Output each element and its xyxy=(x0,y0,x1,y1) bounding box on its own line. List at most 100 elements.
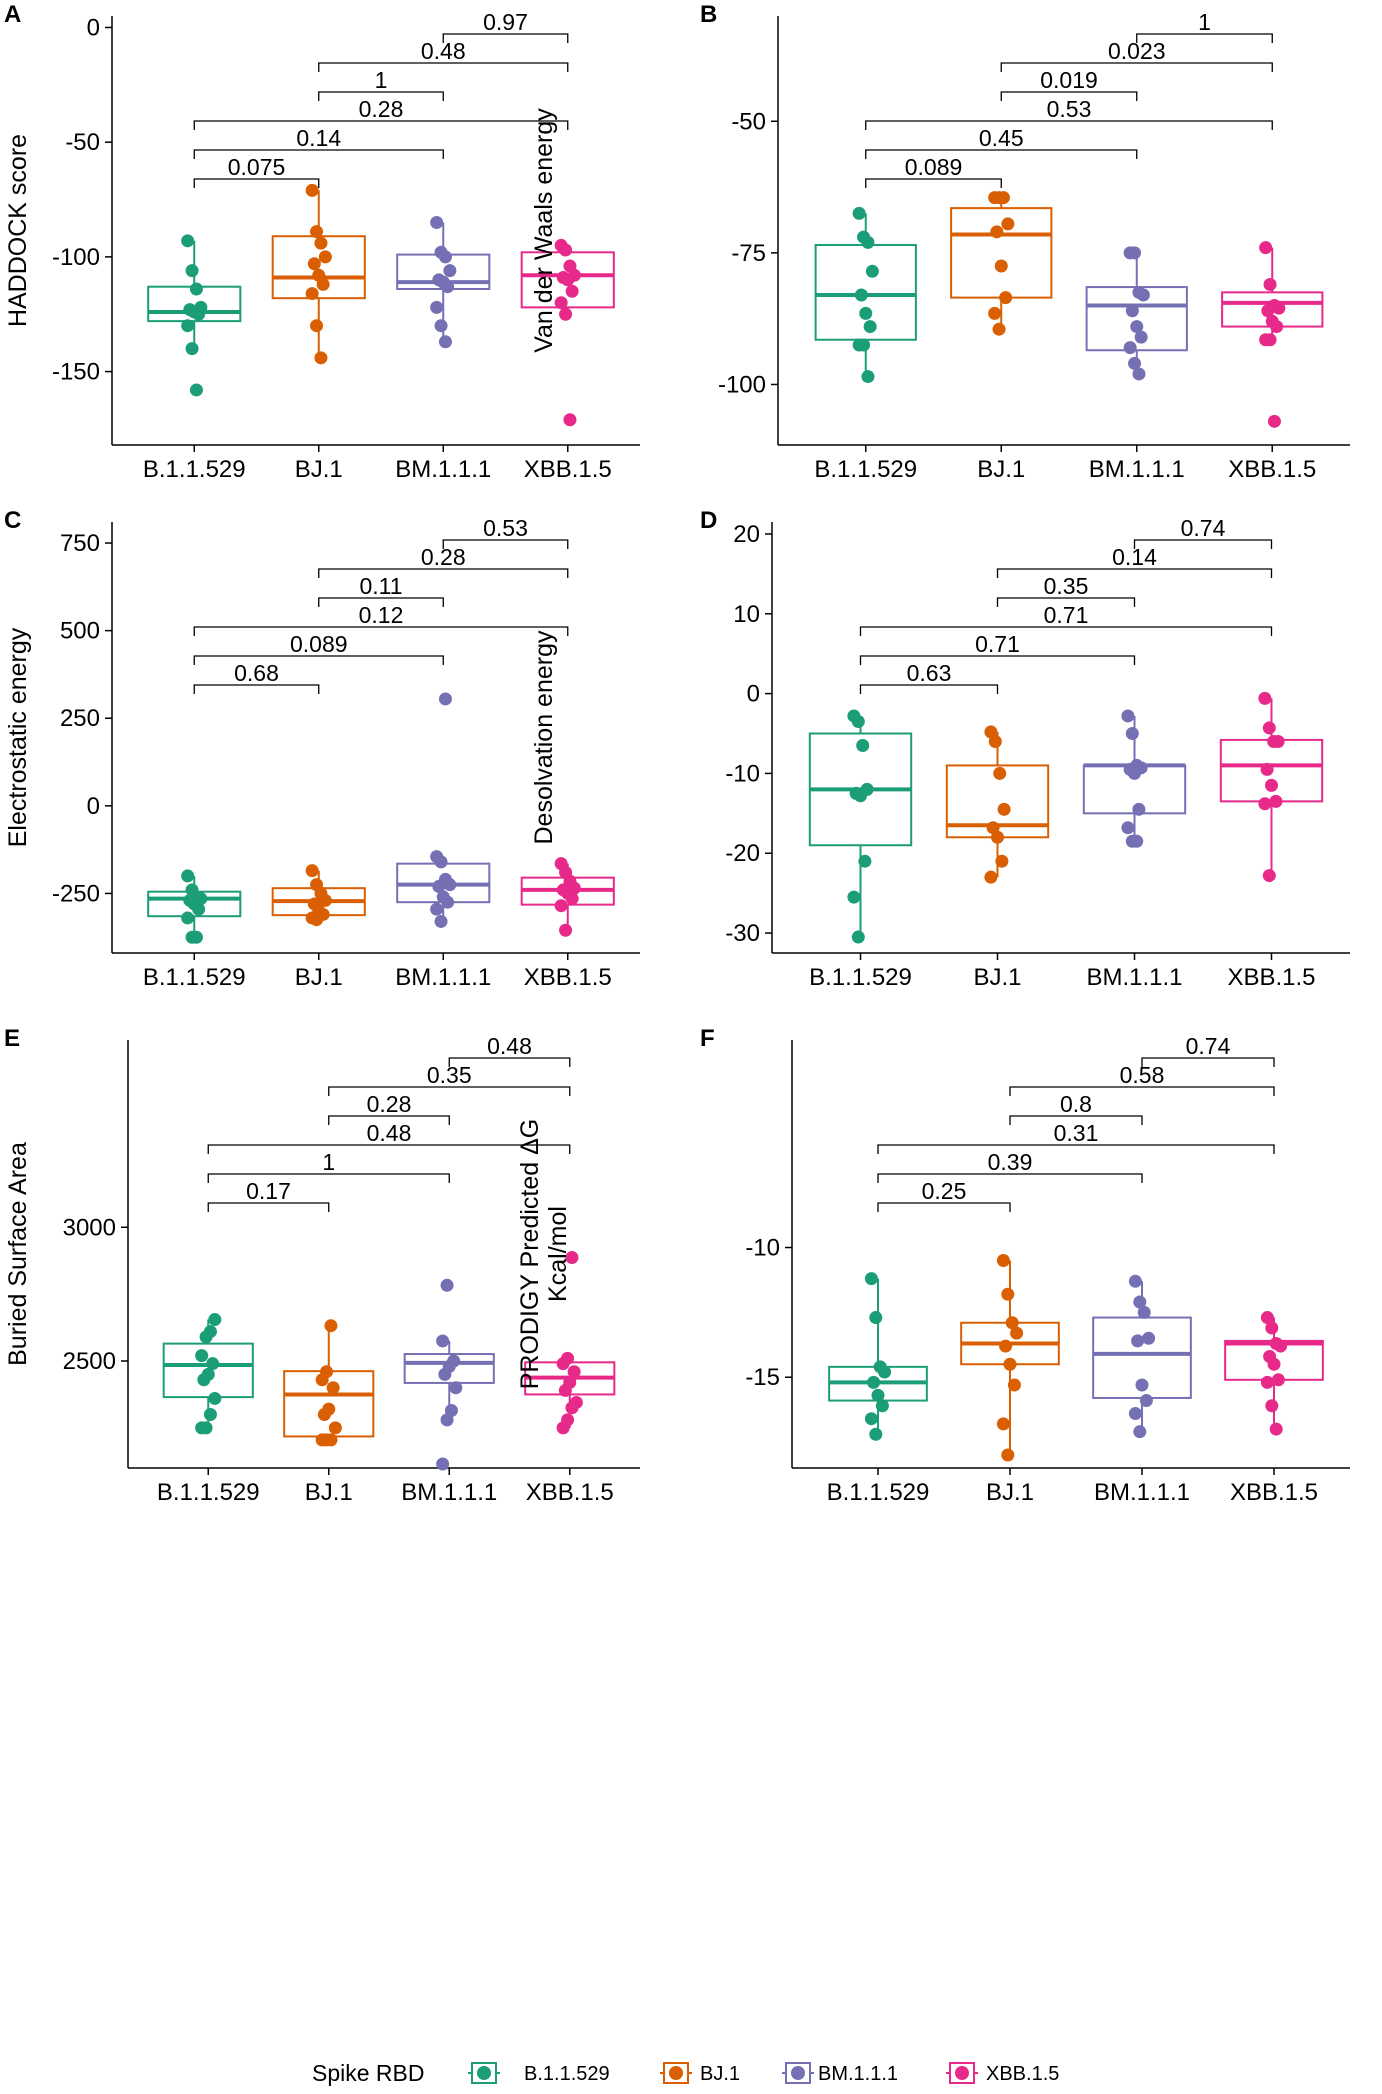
data-point xyxy=(1271,734,1285,748)
data-point xyxy=(875,1399,889,1413)
data-point xyxy=(1270,320,1284,334)
data-point xyxy=(1267,414,1281,428)
data-point xyxy=(447,1354,461,1368)
p-value-label: 0.48 xyxy=(367,1120,412,1146)
y-tick-label: -50 xyxy=(65,129,100,156)
p-value-label: 0.075 xyxy=(228,154,286,180)
data-point xyxy=(1260,762,1274,776)
data-point xyxy=(988,734,1002,748)
panel-letter: E xyxy=(4,1025,20,1052)
p-value-label: 0.089 xyxy=(905,154,963,180)
p-value-label: 1 xyxy=(1198,9,1211,35)
panel-a: A 0 -50 -100 -150 HADDOCK score B.1.1.529 BJ.1 B… xyxy=(4,1,640,483)
y-tick-label: -75 xyxy=(731,240,766,267)
data-point xyxy=(1007,1378,1021,1392)
data-point xyxy=(867,1375,881,1389)
data-point xyxy=(554,296,568,310)
data-point xyxy=(1142,1331,1156,1345)
data-point xyxy=(1271,1373,1285,1387)
panel-e: E 3000 2500 Buried Surface Area B.1.1.529 BJ.… xyxy=(4,1025,640,1506)
legend-title: Spike RBD xyxy=(312,2060,424,2086)
significance-bracket xyxy=(193,655,444,665)
significance-bracket xyxy=(193,149,444,159)
data-point xyxy=(1269,794,1283,808)
y-tick-label: -100 xyxy=(718,371,766,398)
significance-bracket xyxy=(859,684,999,694)
p-value-label: 0.71 xyxy=(1044,602,1089,628)
data-point xyxy=(1265,1399,1279,1413)
data-point xyxy=(1265,1321,1279,1335)
p-value-label: 0.97 xyxy=(483,9,528,35)
data-point xyxy=(195,1349,209,1363)
data-point xyxy=(314,351,328,365)
data-point xyxy=(1125,304,1139,318)
data-point xyxy=(320,1365,334,1379)
panel-f: F -10 -15 PRODIGY Predicted ΔG Kcal/mol B.1.1… xyxy=(516,1025,1350,1506)
significance-bracket xyxy=(1133,539,1273,549)
significance-bracket xyxy=(1009,1115,1143,1125)
legend-label: BJ.1 xyxy=(700,2063,740,2085)
data-point xyxy=(858,854,872,868)
data-point xyxy=(854,789,867,803)
data-point xyxy=(436,1334,450,1348)
y-tick-label: 750 xyxy=(60,530,100,557)
significance-bracket xyxy=(193,684,320,694)
legend: Spike RBD B.1.1.529 BJ.1 BM.1.1.1 XBB.1.5 xyxy=(312,2060,1059,2086)
y-tick-label: -250 xyxy=(52,880,100,907)
data-point xyxy=(324,1319,338,1333)
data-point xyxy=(305,287,319,301)
p-value-label: 0.39 xyxy=(988,1149,1033,1175)
data-point xyxy=(181,319,195,333)
data-point xyxy=(1265,778,1278,792)
p-value-label: 0.63 xyxy=(907,660,952,686)
x-tick-label: BM.1.1.1 xyxy=(1089,456,1185,483)
p-value-label: 0.089 xyxy=(290,631,348,657)
data-point xyxy=(995,854,1009,868)
data-point xyxy=(322,1402,336,1416)
data-point xyxy=(324,1433,338,1447)
data-point xyxy=(1258,797,1272,811)
data-point xyxy=(851,715,865,729)
y-tick-label: 0 xyxy=(87,793,100,820)
data-point xyxy=(185,342,199,356)
data-point xyxy=(854,288,868,302)
panel-b: B -50 -75 -100 Van der Waals energy B.1.1.529… xyxy=(530,1,1350,483)
p-value-label: 1 xyxy=(322,1149,335,1175)
data-point xyxy=(1005,1316,1019,1330)
panel-letter: B xyxy=(700,1,717,28)
data-point xyxy=(1128,766,1141,780)
data-point xyxy=(181,911,195,925)
x-tick-label: BM.1.1.1 xyxy=(401,1479,497,1506)
significance-bracket xyxy=(865,149,1138,159)
x-tick-label: XBB.1.5 xyxy=(526,1479,614,1506)
legend-label: XBB.1.5 xyxy=(986,2063,1059,2085)
data-point xyxy=(1123,341,1137,355)
data-point xyxy=(189,930,203,944)
significance-bracket xyxy=(328,1086,571,1096)
p-value-label: 0.71 xyxy=(975,631,1020,657)
panel-letter: F xyxy=(700,1025,715,1052)
y-axis-title: Kcal/mol xyxy=(544,1206,572,1302)
data-point xyxy=(984,870,998,884)
significance-bracket xyxy=(448,1057,571,1067)
panel-letter: C xyxy=(4,507,21,534)
data-point xyxy=(314,236,328,250)
data-point xyxy=(189,383,203,397)
data-point xyxy=(443,264,457,278)
data-point xyxy=(999,1339,1013,1353)
legend-label: B.1.1.529 xyxy=(524,2063,610,2085)
data-point xyxy=(851,930,865,944)
significance-bracket xyxy=(1136,33,1273,43)
data-point xyxy=(1131,1334,1145,1348)
data-point xyxy=(201,1367,215,1381)
data-point xyxy=(441,895,455,909)
x-tick-label: XBB.1.5 xyxy=(1227,964,1315,991)
data-point xyxy=(863,320,877,334)
p-value-label: 0.17 xyxy=(246,1178,291,1204)
data-point xyxy=(305,864,319,878)
data-point xyxy=(181,234,195,248)
significance-bracket xyxy=(207,1144,571,1154)
data-point xyxy=(852,206,866,220)
data-point xyxy=(561,1351,575,1365)
data-point xyxy=(1128,246,1142,260)
